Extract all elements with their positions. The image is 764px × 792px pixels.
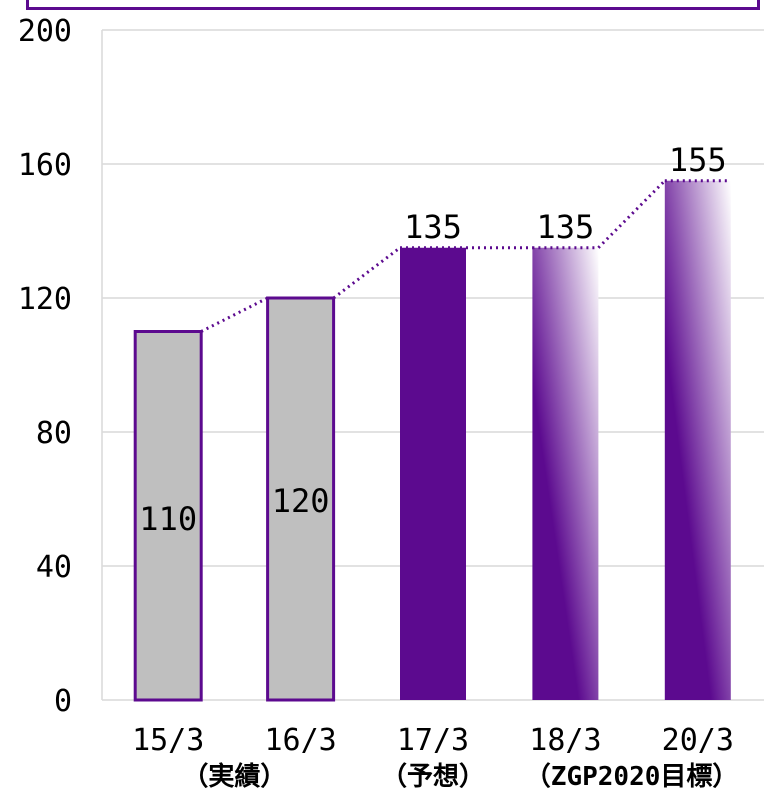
y-tick-label: 160 bbox=[18, 148, 72, 183]
x-tick-label: 18/3 bbox=[529, 723, 601, 758]
trend-line bbox=[200, 179, 731, 333]
bars bbox=[133, 180, 731, 702]
bar-16-3 bbox=[266, 296, 336, 702]
trend-segment bbox=[332, 246, 401, 300]
gridlines bbox=[102, 29, 764, 701]
category-note: （実績） bbox=[182, 761, 286, 792]
data-label: 155 bbox=[669, 141, 727, 179]
y-tick-label: 80 bbox=[36, 416, 72, 451]
x-tick-label: 15/3 bbox=[132, 723, 204, 758]
data-label: 120 bbox=[272, 482, 330, 520]
bar-18-3 bbox=[532, 247, 599, 700]
data-labels: 110 120 135 135 155 bbox=[139, 141, 726, 538]
x-tick-label: 17/3 bbox=[397, 723, 469, 758]
top-border-strip bbox=[26, 0, 760, 10]
x-axis-labels: 15/3 16/3 17/3 18/3 20/3 （実績） （予想） （ZGP2020目標） bbox=[132, 723, 738, 792]
bar-20-3 bbox=[664, 180, 731, 700]
data-label: 135 bbox=[404, 208, 462, 246]
y-axis: 0 40 80 120 160 200 bbox=[18, 14, 103, 719]
bar-17-3 bbox=[400, 247, 466, 700]
y-tick-label: 120 bbox=[18, 282, 72, 317]
data-label: 135 bbox=[537, 208, 595, 246]
trend-segment bbox=[200, 296, 269, 333]
category-note: （ZGP2020目標） bbox=[525, 762, 739, 792]
y-tick-label: 0 bbox=[54, 684, 72, 719]
data-label: 110 bbox=[139, 500, 197, 538]
x-tick-label: 16/3 bbox=[264, 723, 336, 758]
y-tick-label: 40 bbox=[36, 550, 72, 585]
trend-segment bbox=[597, 179, 666, 249]
category-note: （予想） bbox=[381, 762, 485, 792]
x-tick-label: 20/3 bbox=[662, 723, 734, 758]
y-tick-label: 200 bbox=[18, 14, 72, 49]
bar-15-3 bbox=[133, 330, 203, 702]
